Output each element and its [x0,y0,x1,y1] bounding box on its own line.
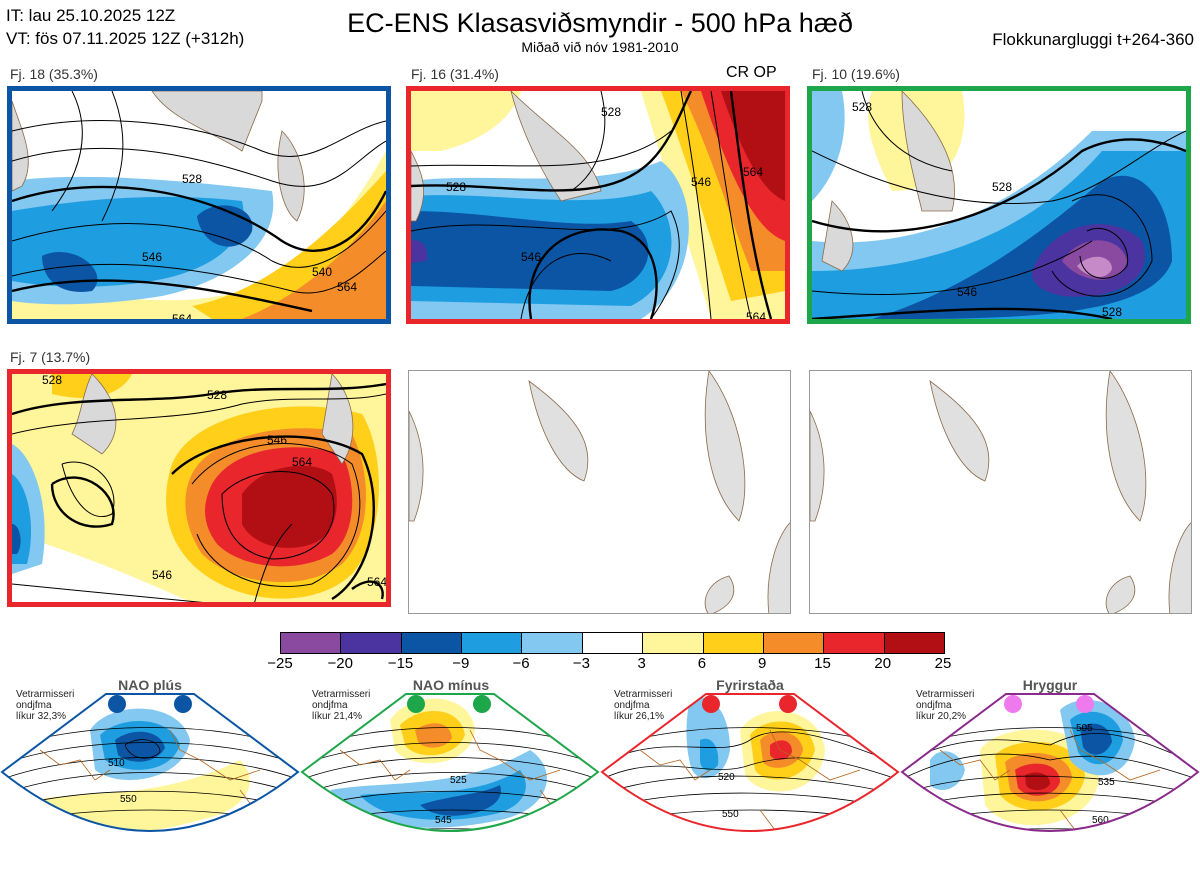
cluster-2-field: 528 546 564 528 546 564 [411,91,785,319]
colorbar-swatch [522,633,583,653]
regime-contour-label: 550 [722,809,739,820]
contour-label: 528 [1102,305,1122,319]
contour-label: 546 [267,433,287,447]
regime-map-blocking: 520 550 560 [600,693,900,844]
colorbar-tick-label: −20 [327,655,353,672]
colorbar-tick-label: 6 [697,655,707,672]
colorbar-swatch [462,633,523,653]
page-title: EC-ENS Klasasviðsmyndir - 500 hPa hæð [347,8,853,38]
contour-label: 546 [152,568,172,582]
colorbar-swatch [341,633,402,653]
cluster-1-field: 528 546 564 540 564 [12,91,386,319]
regime-contour-label: 510 [108,758,125,769]
regime-meta-nao-minus: Vetrarmisseri ondjfma líkur 21,4% [312,689,371,722]
valid-time: VT: fös 07.11.2025 12Z (+312h) [6,29,245,48]
colorbar-swatch [281,633,342,653]
regime-title-ridge: Hryggur [1022,677,1078,693]
regime-contour-label: 525 [450,775,467,786]
colorbar-tick-label: −15 [387,655,414,672]
regime-dot [702,695,720,713]
regime-contour-label: 520 [718,772,735,783]
colorbar-swatch [824,633,885,653]
regime-meta-ridge: Vetrarmisseri ondjfma líkur 20,2% [916,689,975,722]
regime-map-ridge: 505 535 560 [900,693,1200,832]
contour-label: 540 [312,265,332,279]
regime-dot [779,695,797,713]
regime-dot [407,695,425,713]
contour-label: 546 [521,250,541,264]
cluster-3-field: 528 528 546 528 [812,91,1186,319]
empty-map-panel-5 [408,370,791,614]
regime-dot [1076,695,1094,713]
contour-label: 564 [172,312,192,319]
cluster-2-tag: CR OP [726,64,777,81]
cluster-4-field: 528 546 564 546 528 564 564 [12,374,386,607]
contour-label: 564 [292,455,312,469]
regime-dot [473,695,491,713]
regime-contour-label: 505 [1076,723,1093,734]
regime-contour-label: 565 [445,848,462,859]
contour-label: 528 [182,172,202,186]
colorbar-tick-label: −3 [572,655,590,672]
colorbar-swatch [763,633,825,653]
regime-meta-blocking: Vetrarmisseri ondjfma líkur 26,1% [614,689,673,722]
cluster-map-3: 528 528 546 528 [807,86,1191,324]
contour-label: 546 [957,285,977,299]
regime-contour-label: 545 [435,815,452,826]
colorbar-ticks: −25 −20 −15 −9 −6 −3 3 6 9 15 20 25 [267,655,951,675]
regime-contour-label: 560 [1092,815,1109,826]
regime-title-nao-plus: NAO plús [118,677,182,693]
colorbar-tick-label: 3 [637,655,646,672]
colorbar-tick-label: 9 [758,655,767,672]
colorbar-swatch [643,633,704,653]
contour-label: 546 [691,175,711,189]
contour-label: 564 [746,310,766,319]
regime-map-nao-minus: 525 545 565 [300,693,600,859]
anomaly-colorbar [280,632,945,654]
regime-meta-nao-plus: Vetrarmisseri ondjfma líkur 32,3% [16,689,75,722]
contour-label: 528 [601,105,621,119]
regime-dot [1004,695,1022,713]
cluster-4-label: Fj. 7 (13.7%) [10,349,91,365]
page-subtitle: Miðað við nóv 1981-2010 [521,39,679,55]
regime-dot [174,695,192,713]
colorbar-tick-label: −9 [452,655,470,672]
contour-label: 564 [743,165,763,179]
cluster-map-4: 528 546 564 546 528 564 564 [7,369,391,607]
contour-label: 528 [992,180,1012,194]
colorbar-swatch [703,633,764,653]
regime-contour-label: 560 [738,833,755,844]
contour-label: 528 [446,180,466,194]
contour-label: 528 [42,374,62,387]
contour-label: 564 [337,280,357,294]
colorbar-tick-label: 25 [934,655,952,672]
regime-contour-label: 550 [120,794,137,805]
regime-dot [108,695,126,713]
cluster-1-label: Fj. 18 (35.3%) [10,66,98,82]
cluster-map-2: 528 546 564 528 546 564 [406,86,790,324]
contour-label: 528 [852,100,872,114]
colorbar-tick-label: −25 [267,655,293,672]
colorbar-swatch [884,633,944,653]
contour-label: 564 [242,601,262,607]
colorbar-tick-label: 15 [814,655,831,672]
regime-map-nao-plus: 510 550 [0,693,300,832]
colorbar-swatch [582,633,644,653]
regime-contour-label: 535 [1098,777,1115,788]
colorbar-tick-label: 20 [874,655,892,672]
colorbar-tick-label: −6 [512,655,530,672]
cluster-3-label: Fj. 10 (19.6%) [812,66,900,82]
header-info: IT: lau 25.10.2025 12Z VT: fös 07.11.202… [6,4,244,50]
empty-map-panel-6 [809,370,1192,614]
contour-label: 528 [207,388,227,402]
colorbar-swatch [401,633,463,653]
initial-time: IT: lau 25.10.2025 12Z [6,6,176,25]
contour-label: 546 [142,250,162,264]
cluster-2-label: Fj. 16 (31.4%) [411,66,499,82]
regime-title-nao-minus: NAO mínus [412,677,490,693]
classification-window: Flokkunargluggi t+264-360 [992,30,1194,49]
cluster-map-1: 528 546 564 540 564 [7,86,391,324]
regime-title-blocking: Fyrirstaða [716,677,784,693]
contour-label: 564 [367,575,386,589]
